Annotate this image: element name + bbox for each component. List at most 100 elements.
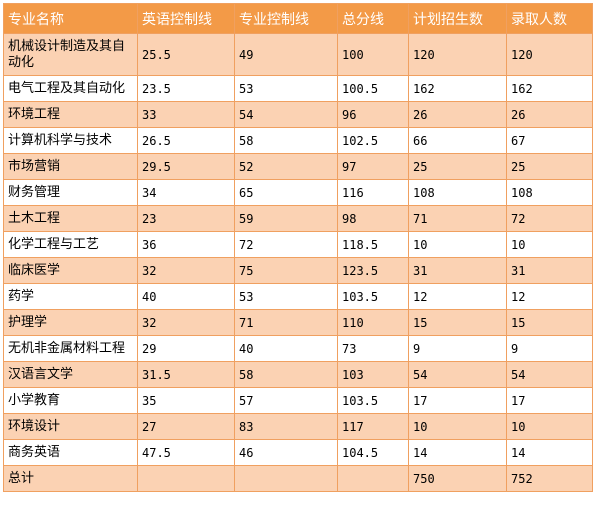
cell-major-name: 市场营销	[3, 153, 138, 180]
table-total-row: 总计 750 752	[3, 465, 593, 492]
admission-score-table: 专业名称 英语控制线 专业控制线 总分线 计划招生数 录取人数 机械设计制造及其…	[3, 3, 593, 492]
table-row: 机械设计制造及其自动化 25.5 49 100 120 120	[3, 33, 593, 76]
table-row: 护理学 32 71 110 15 15	[3, 309, 593, 336]
cell-admitted-count: 72	[506, 205, 593, 232]
cell-major-cutoff: 49	[234, 33, 338, 76]
admission-table-container: 专业名称 英语控制线 专业控制线 总分线 计划招生数 录取人数 机械设计制造及其…	[3, 3, 593, 492]
cell-total-cutoff: 96	[337, 101, 409, 128]
cell-english-cutoff: 29	[137, 335, 235, 362]
header-english-cutoff: 英语控制线	[137, 3, 235, 34]
cell-total-cutoff: 102.5	[337, 127, 409, 154]
table-row: 土木工程 23 59 98 71 72	[3, 205, 593, 232]
cell-english-cutoff: 26.5	[137, 127, 235, 154]
cell-admitted-count: 17	[506, 387, 593, 414]
cell-english-cutoff: 34	[137, 179, 235, 206]
cell-total-cutoff: 104.5	[337, 439, 409, 466]
cell-total-cutoff: 103.5	[337, 283, 409, 310]
table-header-row: 专业名称 英语控制线 专业控制线 总分线 计划招生数 录取人数	[3, 3, 593, 34]
cell-major-name: 财务管理	[3, 179, 138, 206]
cell-total-cutoff: 116	[337, 179, 409, 206]
cell-total-cutoff: 73	[337, 335, 409, 362]
cell-major-cutoff: 59	[234, 205, 338, 232]
cell-admitted-count: 54	[506, 361, 593, 388]
cell-admitted-count: 31	[506, 257, 593, 284]
cell-major-cutoff: 46	[234, 439, 338, 466]
table-row: 汉语言文学 31.5 58 103 54 54	[3, 361, 593, 388]
cell-english-cutoff: 25.5	[137, 33, 235, 76]
cell-admitted-count: 12	[506, 283, 593, 310]
cell-english-cutoff: 35	[137, 387, 235, 414]
cell-english-cutoff: 27	[137, 413, 235, 440]
cell-planned-enrollment: 9	[408, 335, 507, 362]
cell-major-name: 临床医学	[3, 257, 138, 284]
cell-english-cutoff: 36	[137, 231, 235, 258]
cell-planned-enrollment: 162	[408, 75, 507, 102]
cell-major-cutoff: 65	[234, 179, 338, 206]
cell-planned-enrollment: 12	[408, 283, 507, 310]
table-row: 商务英语 47.5 46 104.5 14 14	[3, 439, 593, 466]
header-total-cutoff: 总分线	[337, 3, 409, 34]
cell-total-cutoff: 98	[337, 205, 409, 232]
cell-major-cutoff: 53	[234, 75, 338, 102]
table-row: 财务管理 34 65 116 108 108	[3, 179, 593, 206]
cell-major-name: 护理学	[3, 309, 138, 336]
cell-major-name: 环境工程	[3, 101, 138, 128]
cell-major-name: 环境设计	[3, 413, 138, 440]
cell-admitted-count: 26	[506, 101, 593, 128]
cell-major-cutoff: 40	[234, 335, 338, 362]
table-row: 药学 40 53 103.5 12 12	[3, 283, 593, 310]
cell-planned-enrollment: 26	[408, 101, 507, 128]
table-row: 环境设计 27 83 117 10 10	[3, 413, 593, 440]
cell-planned-enrollment: 10	[408, 231, 507, 258]
cell-total-cutoff: 100	[337, 33, 409, 76]
cell-total-cutoff: 117	[337, 413, 409, 440]
cell-planned-enrollment: 25	[408, 153, 507, 180]
cell-total-cutoff: 118.5	[337, 231, 409, 258]
cell-admitted-count: 162	[506, 75, 593, 102]
cell-major-name: 药学	[3, 283, 138, 310]
cell-english-cutoff: 40	[137, 283, 235, 310]
cell-major-cutoff: 75	[234, 257, 338, 284]
cell-major-cutoff: 54	[234, 101, 338, 128]
cell-english-cutoff	[137, 465, 235, 492]
table-row: 临床医学 32 75 123.5 31 31	[3, 257, 593, 284]
cell-admitted-count: 108	[506, 179, 593, 206]
table-row: 市场营销 29.5 52 97 25 25	[3, 153, 593, 180]
cell-major-name: 电气工程及其自动化	[3, 75, 138, 102]
cell-total-cutoff: 103.5	[337, 387, 409, 414]
cell-major-name: 土木工程	[3, 205, 138, 232]
cell-english-cutoff: 32	[137, 257, 235, 284]
cell-total-cutoff: 103	[337, 361, 409, 388]
table-row: 计算机科学与技术 26.5 58 102.5 66 67	[3, 127, 593, 154]
cell-total-cutoff	[337, 465, 409, 492]
cell-planned-enrollment: 10	[408, 413, 507, 440]
cell-major-cutoff: 53	[234, 283, 338, 310]
cell-major-cutoff	[234, 465, 338, 492]
table-row: 化学工程与工艺 36 72 118.5 10 10	[3, 231, 593, 258]
cell-planned-enrollment: 108	[408, 179, 507, 206]
cell-major-name: 汉语言文学	[3, 361, 138, 388]
cell-major-cutoff: 72	[234, 231, 338, 258]
cell-admitted-count: 15	[506, 309, 593, 336]
table-row: 电气工程及其自动化 23.5 53 100.5 162 162	[3, 75, 593, 102]
cell-major-name: 计算机科学与技术	[3, 127, 138, 154]
cell-planned-enrollment-total: 750	[408, 465, 507, 492]
table-row: 环境工程 33 54 96 26 26	[3, 101, 593, 128]
cell-admitted-count: 9	[506, 335, 593, 362]
cell-major-name: 化学工程与工艺	[3, 231, 138, 258]
cell-admitted-count: 10	[506, 413, 593, 440]
cell-english-cutoff: 23.5	[137, 75, 235, 102]
cell-english-cutoff: 47.5	[137, 439, 235, 466]
cell-admitted-count: 10	[506, 231, 593, 258]
table-row: 小学教育 35 57 103.5 17 17	[3, 387, 593, 414]
table-row: 无机非金属材料工程 29 40 73 9 9	[3, 335, 593, 362]
cell-total-cutoff: 100.5	[337, 75, 409, 102]
cell-admitted-count: 25	[506, 153, 593, 180]
cell-admitted-count: 14	[506, 439, 593, 466]
cell-total-cutoff: 123.5	[337, 257, 409, 284]
cell-planned-enrollment: 14	[408, 439, 507, 466]
cell-planned-enrollment: 66	[408, 127, 507, 154]
header-admitted-count: 录取人数	[506, 3, 593, 34]
cell-english-cutoff: 23	[137, 205, 235, 232]
header-planned-enrollment: 计划招生数	[408, 3, 507, 34]
